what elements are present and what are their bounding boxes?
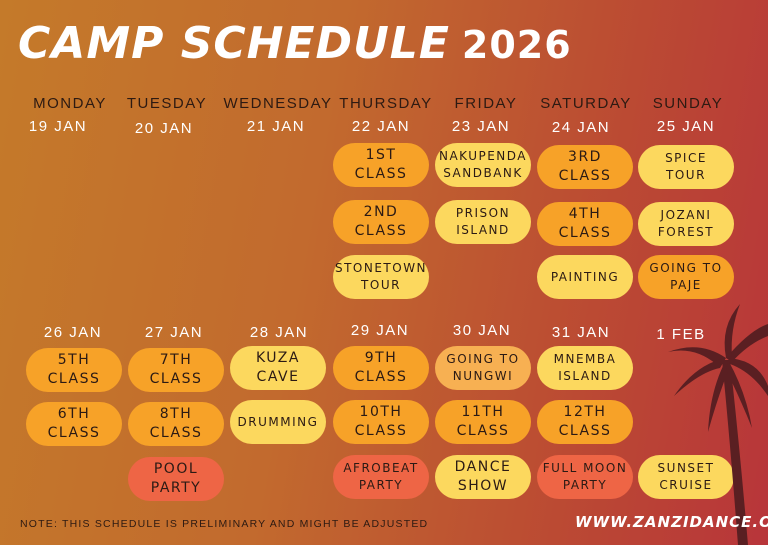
date-29-jan: 29 JAN	[350, 322, 410, 339]
day-saturday: SATURDAY	[540, 95, 632, 112]
activity-jozani-forest: JOZANI FOREST	[638, 202, 734, 246]
activity-6th-class: 6TH CLASS	[26, 402, 122, 446]
date-1-feb: 1 FEB	[656, 326, 706, 343]
date-28-jan: 28 JAN	[249, 324, 309, 341]
activity-5th-class: 5TH CLASS	[26, 348, 122, 392]
activity-pool-party: POOL PARTY	[128, 457, 224, 501]
activity-1st-class: 1ST CLASS	[333, 143, 429, 187]
date-21-jan: 21 JAN	[246, 118, 306, 135]
activity-9th-class: 9TH CLASS	[333, 346, 429, 390]
date-30-jan: 30 JAN	[452, 322, 512, 339]
day-friday: FRIDAY	[454, 95, 518, 112]
palm-tree-icon	[668, 304, 768, 545]
activity-7th-class: 7TH CLASS	[128, 348, 224, 392]
date-23-jan: 23 JAN	[451, 118, 511, 135]
date-31-jan: 31 JAN	[551, 324, 611, 341]
activity-going-to-nungwi: GOING TO NUNGWI	[435, 346, 531, 390]
activity-8th-class: 8TH CLASS	[128, 402, 224, 446]
schedule-note: NOTE: THIS SCHEDULE IS PRELIMINARY AND M…	[20, 518, 429, 530]
activity-4th-class: 4TH CLASS	[537, 202, 633, 246]
day-wednesday: WEDNESDAY	[223, 95, 333, 112]
activity-12th-class: 12TH CLASS	[537, 400, 633, 444]
activity-prison-island: PRISON ISLAND	[435, 200, 531, 244]
date-25-jan: 25 JAN	[656, 118, 716, 135]
date-26-jan: 26 JAN	[43, 324, 103, 341]
title-year: 2026	[461, 23, 572, 67]
page-title: CAMP SCHEDULE 2026	[18, 18, 572, 69]
activity-dance-show: DANCE SHOW	[435, 455, 531, 499]
activity-going-to-paje: GOING TO PAJE	[638, 255, 734, 299]
activity-spice-tour: SPICE TOUR	[638, 145, 734, 189]
day-monday: MONDAY	[33, 95, 107, 112]
activity-10th-class: 10TH CLASS	[333, 400, 429, 444]
day-sunday: SUNDAY	[652, 95, 724, 112]
day-tuesday: TUESDAY	[126, 95, 208, 112]
date-19-jan: 19 JAN	[28, 118, 88, 135]
date-24-jan: 24 JAN	[551, 119, 611, 136]
activity-stonetown-tour: STONETOWN TOUR	[333, 255, 429, 299]
website-link[interactable]: WWW.ZANZIDANCE.ORG	[575, 513, 768, 531]
date-20-jan: 20 JAN	[134, 120, 194, 137]
activity-mnemba-island: MNEMBA ISLAND	[537, 346, 633, 390]
activity-kuza-cave: KUZA CAVE	[230, 346, 326, 390]
activity-afrobeat-party: AFROBEAT PARTY	[333, 455, 429, 499]
activity-nakupenda-sandbank: NAKUPENDA SANDBANK	[435, 143, 531, 187]
activity-3rd-class: 3RD CLASS	[537, 145, 633, 189]
activity-sunset-cruise: SUNSET CRUISE	[638, 455, 734, 499]
activity-11th-class: 11TH CLASS	[435, 400, 531, 444]
date-27-jan: 27 JAN	[144, 324, 204, 341]
day-thursday: THURSDAY	[339, 95, 433, 112]
activity-painting: PAINTING	[537, 255, 633, 299]
activity-drumming: DRUMMING	[230, 400, 326, 444]
activity-full-moon-party: FULL MOON PARTY	[537, 455, 633, 499]
date-22-jan: 22 JAN	[351, 118, 411, 135]
activity-2nd-class: 2ND CLASS	[333, 200, 429, 244]
